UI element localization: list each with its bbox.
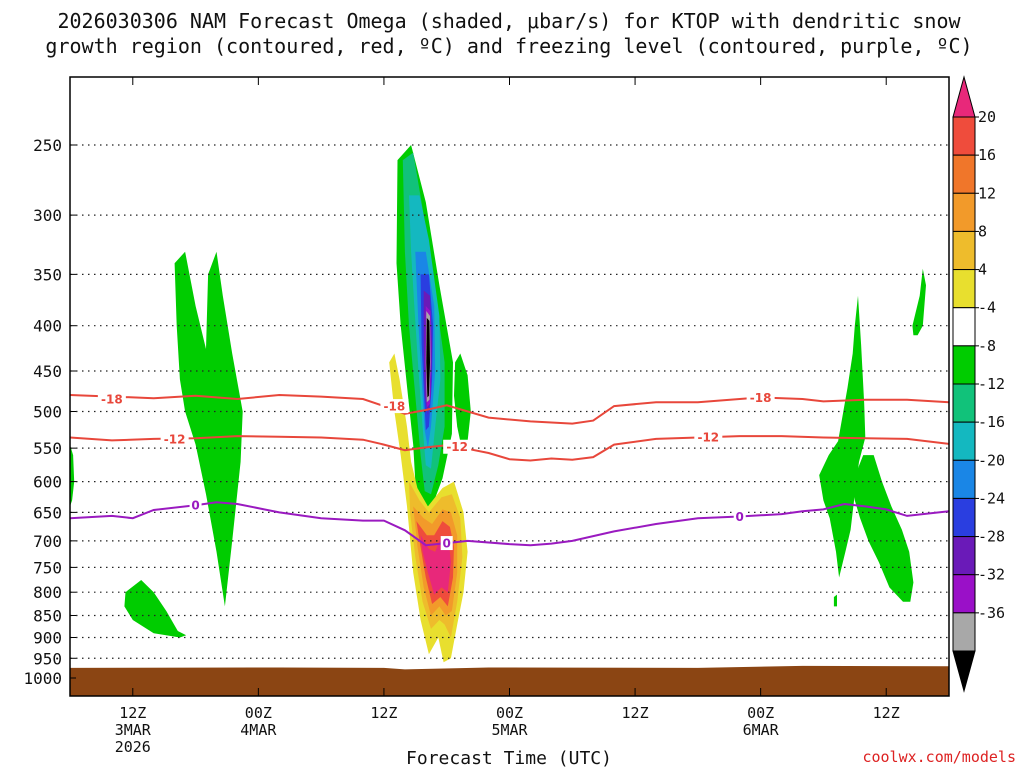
colorbar-bin-5 [952, 269, 976, 309]
y-tick-label-750: 750 [33, 558, 62, 577]
y-tick-label-700: 700 [33, 532, 62, 551]
colorbar-label-4: 4 [978, 261, 987, 279]
contour-label-bg-6 [189, 498, 202, 513]
y-tick-label-400: 400 [33, 317, 62, 336]
omega-shaded-region-11 [426, 317, 430, 398]
contour-line-0 [70, 501, 949, 547]
contour-label-bg-1 [380, 399, 409, 414]
colorbar-label-8: 8 [978, 222, 987, 240]
x-tick-label-5-0: 00Z [747, 704, 774, 722]
y-tick-label-900: 900 [33, 628, 62, 647]
colorbar-bin-6 [952, 307, 976, 347]
colorbar-label-20: 20 [978, 108, 996, 126]
y-tick-label-950: 950 [33, 649, 62, 668]
colorbar-bottom-arrow [952, 650, 976, 693]
y-tick-label-1000: 1000 [23, 669, 62, 688]
y-tick-label-350: 350 [33, 265, 62, 284]
contour-label-bg-8 [733, 509, 746, 524]
contour-label-8: 0 [736, 510, 744, 524]
x-tick-label-0-2: 2026 [115, 738, 151, 756]
contour-label-6: 0 [191, 499, 199, 513]
y-tick-label-550: 550 [33, 439, 62, 458]
contour-label-5: -12 [697, 430, 719, 444]
omega-colorbar: 20 16 12 8 4 -4 -8 -12 -16 -20 -24 -28 -32 -36 [952, 75, 1005, 693]
y-tick-label-850: 850 [33, 607, 62, 626]
colorbar-label-12: 12 [978, 184, 996, 202]
colorbar-label-16: 16 [978, 146, 996, 164]
colorbar-label--8: -8 [978, 337, 996, 355]
colorbar-bin-9 [952, 421, 976, 461]
watermark-text: coolwx.com/models [862, 748, 1016, 766]
x-tick-label-5-1: 6MAR [743, 721, 780, 739]
omega-shaded-region-21 [833, 594, 837, 607]
contour-label-7: 0 [443, 537, 451, 551]
x-tick-label-2-0: 12Z [370, 704, 397, 722]
colorbar-bin-7 [952, 345, 976, 385]
chart-title-line-1: 2026030306 NAM Forecast Omega (shaded, μ… [57, 9, 961, 33]
x-axis-label: Forecast Time (UTC) [406, 748, 612, 768]
colorbar-label--16: -16 [978, 413, 1005, 431]
colorbar-label--36: -36 [978, 604, 1005, 622]
y-tick-label-450: 450 [33, 362, 62, 381]
plot-area: -18 -18 -18 -12 -12 -12 0 0 0 [69, 76, 950, 697]
colorbar-label--12: -12 [978, 375, 1005, 393]
colorbar-bin-11 [952, 497, 976, 538]
colorbar-label--20: -20 [978, 451, 1005, 469]
omega-shaded-region-0 [174, 251, 243, 607]
contour-label-bg-7 [440, 536, 453, 551]
chart-title-line-2: growth region (contoured, red, ºC) and f… [45, 34, 972, 58]
y-tick-label-300: 300 [33, 206, 62, 225]
contour-line--12 [70, 435, 949, 462]
x-tick-label-4-0: 12Z [622, 704, 649, 722]
contour-label-1: -18 [384, 400, 406, 414]
colorbar-bin-14 [952, 612, 976, 652]
colorbar-label--32: -32 [978, 566, 1005, 584]
contour-line--18 [70, 393, 949, 425]
x-tick-label-3-1: 5MAR [491, 721, 528, 739]
contour-label-bg-3 [160, 431, 189, 446]
omega-shaded-region-19 [852, 455, 914, 602]
y-tick-label-650: 650 [33, 503, 62, 522]
y-tick-label-250: 250 [33, 136, 62, 155]
y-tick-label-600: 600 [33, 473, 62, 492]
x-tick-label-1-0: 00Z [245, 704, 272, 722]
contour-label-0: -18 [101, 392, 123, 406]
x-tick-label-0-0: 12Z [119, 704, 146, 722]
contour-label-3: -12 [164, 432, 186, 446]
colorbar-bin-4 [952, 230, 976, 271]
contour-label-4: -12 [446, 440, 468, 454]
contour-label-2: -18 [750, 391, 772, 405]
contour-label-bg-4 [443, 439, 472, 454]
colorbar-bin-13 [952, 574, 976, 614]
colorbar-bin-2 [952, 154, 976, 194]
colorbar-bin-1 [952, 116, 976, 156]
colorbar-bin-8 [952, 383, 976, 423]
contour-label-bg-2 [746, 390, 775, 405]
colorbar-bin-3 [952, 192, 976, 232]
omega-shaded-region-17 [420, 535, 451, 595]
colorbar-bin-12 [952, 536, 976, 576]
pressure-axis: 250 300 350 400 450 500 550 600 650 700 750 800 850 9… [23, 136, 76, 688]
x-tick-label-6-0: 12Z [873, 704, 900, 722]
omega-shaded-region-20 [912, 268, 926, 336]
terrain-surface [70, 665, 949, 696]
omega-shaded-region-1 [124, 580, 187, 638]
x-tick-label-1-1: 4MAR [240, 721, 277, 739]
colorbar-label--28: -28 [978, 528, 1005, 546]
omega-shaded-region-2 [70, 444, 75, 507]
contour-label-bg-0 [97, 391, 126, 406]
colorbar-bin-10 [952, 459, 976, 499]
contour-label-bg-5 [694, 429, 723, 444]
y-tick-label-500: 500 [33, 403, 62, 422]
colorbar-label--4: -4 [978, 299, 996, 317]
y-tick-label-800: 800 [33, 583, 62, 602]
x-tick-label-0-1: 3MAR [115, 721, 152, 739]
colorbar-label--24: -24 [978, 489, 1005, 507]
omega-shaded-region-12 [454, 353, 471, 452]
x-tick-label-3-0: 00Z [496, 704, 523, 722]
